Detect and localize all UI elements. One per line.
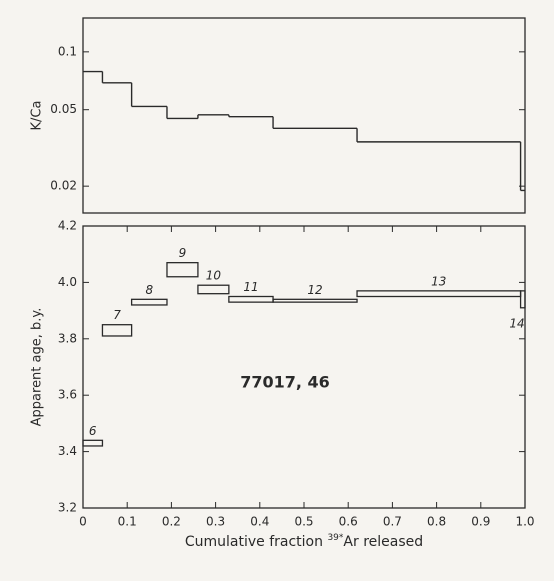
- step-label: 12: [307, 283, 322, 297]
- x-axis-label: Cumulative fraction 39*Ar released: [185, 533, 423, 551]
- step-label: 7: [113, 308, 121, 322]
- y-tick-label: 4.0: [58, 275, 77, 289]
- x-tick-label: 0.4: [250, 515, 269, 529]
- y-tick-label: 0.02: [50, 179, 77, 193]
- age-step: [166, 262, 199, 278]
- x-tick-label: 0: [79, 515, 87, 529]
- step-label: 14: [509, 316, 524, 330]
- y-tick-label: 4.2: [58, 219, 77, 233]
- step-label: 13: [431, 274, 446, 288]
- annotation: 77017, 46: [240, 373, 330, 392]
- y-tick-label: 3.6: [58, 388, 77, 402]
- x-label-text: Ar released: [343, 534, 423, 550]
- x-tick-label: 0.7: [383, 515, 402, 529]
- bottom-frame: [82, 225, 526, 509]
- age-step: [197, 284, 230, 295]
- age-step: [272, 298, 358, 303]
- age-step: [356, 290, 522, 298]
- age-step: [82, 439, 104, 447]
- x-tick-label: 0.9: [471, 515, 490, 529]
- age-step: [130, 298, 168, 306]
- age-step: [519, 290, 526, 309]
- x-tick-label: 0.8: [427, 515, 446, 529]
- x-tick-label: 0.1: [118, 515, 137, 529]
- step-label: 10: [206, 269, 222, 283]
- top-frame: [82, 17, 526, 214]
- x-tick-label: 0.2: [162, 515, 181, 529]
- x-label-text: Cumulative fraction: [185, 534, 328, 550]
- x-tick-label: 0.5: [294, 515, 313, 529]
- y-axis-label: K/Ca: [30, 101, 45, 131]
- y-tick-label: 3.4: [58, 444, 77, 458]
- x-tick-label: 0.3: [206, 515, 225, 529]
- step-label: 6: [89, 424, 97, 438]
- age-step: [101, 324, 133, 337]
- y-tick-label: 0.05: [50, 102, 77, 116]
- step-label: 8: [145, 283, 153, 297]
- step-label: 11: [243, 280, 258, 294]
- x-tick-label: 0.6: [339, 515, 358, 529]
- y-tick-label: 0.1: [58, 44, 77, 58]
- y-axis-label: Apparent age, b.y.: [30, 308, 45, 427]
- age-step: [228, 295, 274, 303]
- x-label-sup: 39*: [327, 533, 343, 543]
- y-tick-label: 3.8: [58, 331, 77, 345]
- x-tick-label: 1.0: [515, 515, 534, 529]
- y-tick-label: 3.2: [58, 501, 77, 515]
- step-label: 9: [179, 246, 187, 260]
